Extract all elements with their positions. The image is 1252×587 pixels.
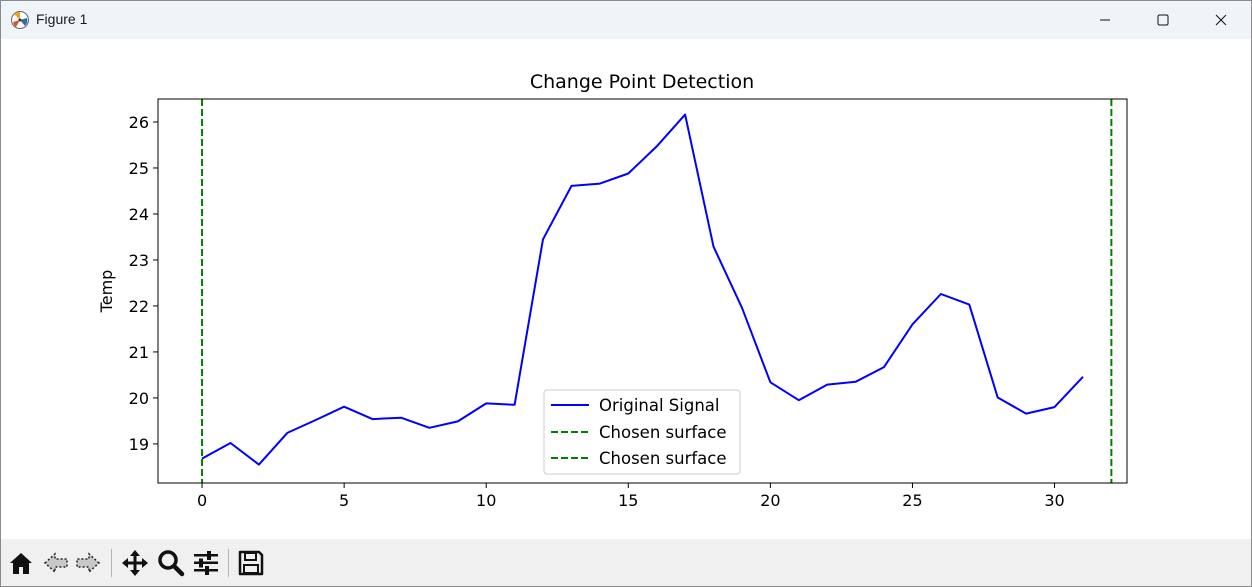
legend-box	[543, 389, 741, 475]
series-line-signal	[201, 113, 1084, 466]
configure-subplots-icon	[194, 551, 218, 575]
forward-button[interactable]	[73, 548, 103, 578]
data-point	[372, 418, 374, 420]
y-tick-label: 22	[129, 297, 149, 316]
close-button[interactable]	[1192, 1, 1250, 39]
y-axis-label: Temp	[97, 270, 116, 314]
y-tick-label: 20	[129, 389, 149, 408]
data-point	[286, 432, 288, 434]
pan-icon	[122, 550, 148, 576]
y-tick-label: 23	[129, 251, 149, 270]
data-point	[542, 238, 544, 240]
home-icon	[10, 553, 32, 574]
forward-icon	[76, 552, 101, 574]
data-point	[1025, 413, 1027, 415]
data-point	[968, 304, 970, 306]
zoom-button[interactable]	[156, 548, 186, 578]
data-point	[627, 173, 629, 175]
navigation-toolbar	[1, 539, 1251, 586]
y-tick-label: 26	[129, 113, 149, 132]
x-tick-label: 25	[902, 491, 922, 510]
data-point	[201, 458, 203, 460]
data-point	[684, 114, 686, 116]
data-point	[656, 145, 658, 147]
data-point	[457, 420, 459, 422]
y-tick-label: 24	[129, 205, 149, 224]
toolbar-separator	[228, 549, 229, 577]
data-point	[741, 307, 743, 309]
save-icon	[238, 550, 264, 576]
data-point	[229, 442, 231, 444]
x-tick-label: 5	[339, 491, 349, 510]
matplotlib-logo-icon	[11, 11, 29, 29]
data-point	[485, 402, 487, 404]
minimize-icon	[1100, 19, 1110, 21]
back-icon	[43, 552, 68, 574]
legend-label-surface-1: Chosen surface	[599, 423, 727, 442]
data-point	[883, 366, 885, 368]
x-tick-label: 20	[760, 491, 780, 510]
data-point	[855, 381, 857, 383]
x-tick-label: 10	[476, 491, 496, 510]
x-tick-label: 30	[1044, 491, 1064, 510]
chart-title: Change Point Detection	[530, 71, 754, 93]
data-point	[400, 417, 402, 419]
close-icon	[1215, 14, 1227, 26]
legend-label-signal: Original Signal	[599, 396, 720, 415]
save-button[interactable]	[236, 548, 266, 578]
data-point	[713, 246, 715, 248]
data-point	[570, 185, 572, 187]
y-tick-label: 25	[129, 159, 149, 178]
window-title: Figure 1	[36, 11, 88, 27]
data-point	[798, 399, 800, 401]
data-point	[343, 406, 345, 408]
data-point	[911, 323, 913, 325]
plot-canvas[interactable]: Change Point Detection 0 5 10 15 20 25 30 19 20 2…	[1, 39, 1251, 539]
legend: Original Signal Chosen surface Chosen su…	[543, 389, 741, 475]
pan-button[interactable]	[120, 548, 150, 578]
data-point	[1054, 406, 1056, 408]
y-tick-label: 19	[129, 435, 149, 454]
data-point	[428, 427, 430, 429]
minimize-button[interactable]	[1076, 1, 1134, 39]
x-tick-label: 15	[618, 491, 638, 510]
x-tick-label: 0	[197, 491, 207, 510]
configure-subplots-button[interactable]	[191, 548, 221, 578]
plot-lines	[157, 98, 1128, 484]
legend-label-surface-2: Chosen surface	[599, 449, 727, 468]
data-point	[315, 419, 317, 421]
data-point	[940, 293, 942, 295]
chart-svg[interactable]: Change Point Detection 0 5 10 15 20 25 30 19 20 2…	[1, 39, 1251, 539]
title-bar: Figure 1	[1, 1, 1251, 39]
data-point	[258, 464, 260, 466]
data-point	[826, 384, 828, 386]
data-point	[997, 396, 999, 398]
y-tick-label: 21	[129, 343, 149, 362]
maximize-button[interactable]	[1134, 1, 1192, 39]
maximize-icon	[1157, 14, 1169, 26]
axes-frame	[157, 98, 1128, 484]
data-point	[769, 381, 771, 383]
data-point	[1082, 376, 1084, 378]
data-point	[514, 404, 516, 406]
toolbar-separator	[111, 549, 112, 577]
data-point	[599, 183, 601, 185]
zoom-icon	[158, 550, 185, 577]
back-button[interactable]	[41, 548, 71, 578]
home-button[interactable]	[6, 548, 36, 578]
axes: 0 5 10 15 20 25 30 19 20 21 22 23 24 25 26	[129, 113, 1065, 510]
